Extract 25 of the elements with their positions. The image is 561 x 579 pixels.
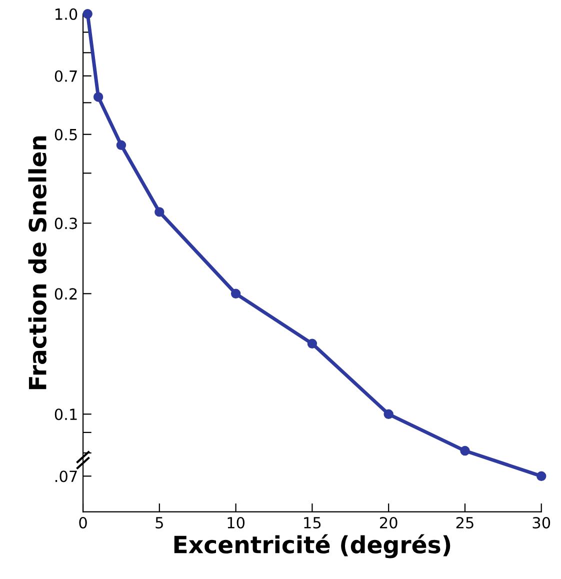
y-tick-label: 0.5 — [54, 128, 77, 140]
y-tick-label: 0.1 — [54, 408, 77, 420]
y-axis-title: Fraction de Snellen — [28, 136, 47, 390]
point — [116, 140, 126, 150]
y-tick-label: .07 — [56, 470, 77, 482]
x-tick-label: 5 — [156, 517, 163, 529]
point — [536, 471, 546, 481]
x-tick-label: 10 — [228, 516, 245, 529]
point — [93, 92, 104, 102]
y-tick-label: 0.7 — [54, 70, 77, 82]
y-tick-label: 0.3 — [54, 218, 77, 230]
x-tick-label: 0 — [79, 516, 87, 529]
point — [230, 288, 241, 299]
x-tick-label: 15 — [304, 517, 321, 529]
y-tick-label: 0.2 — [54, 288, 77, 300]
y-tick-label: 1.0 — [56, 8, 78, 20]
point — [460, 446, 470, 456]
x-tick-label: 25 — [456, 516, 474, 529]
x-axis-title: Excentricité (degrés) — [174, 534, 450, 558]
point — [82, 9, 92, 19]
point — [307, 338, 318, 349]
point — [154, 207, 164, 217]
point — [384, 409, 394, 419]
x-tick-label: 20 — [380, 516, 398, 529]
x-tick-label: 30 — [532, 516, 550, 529]
